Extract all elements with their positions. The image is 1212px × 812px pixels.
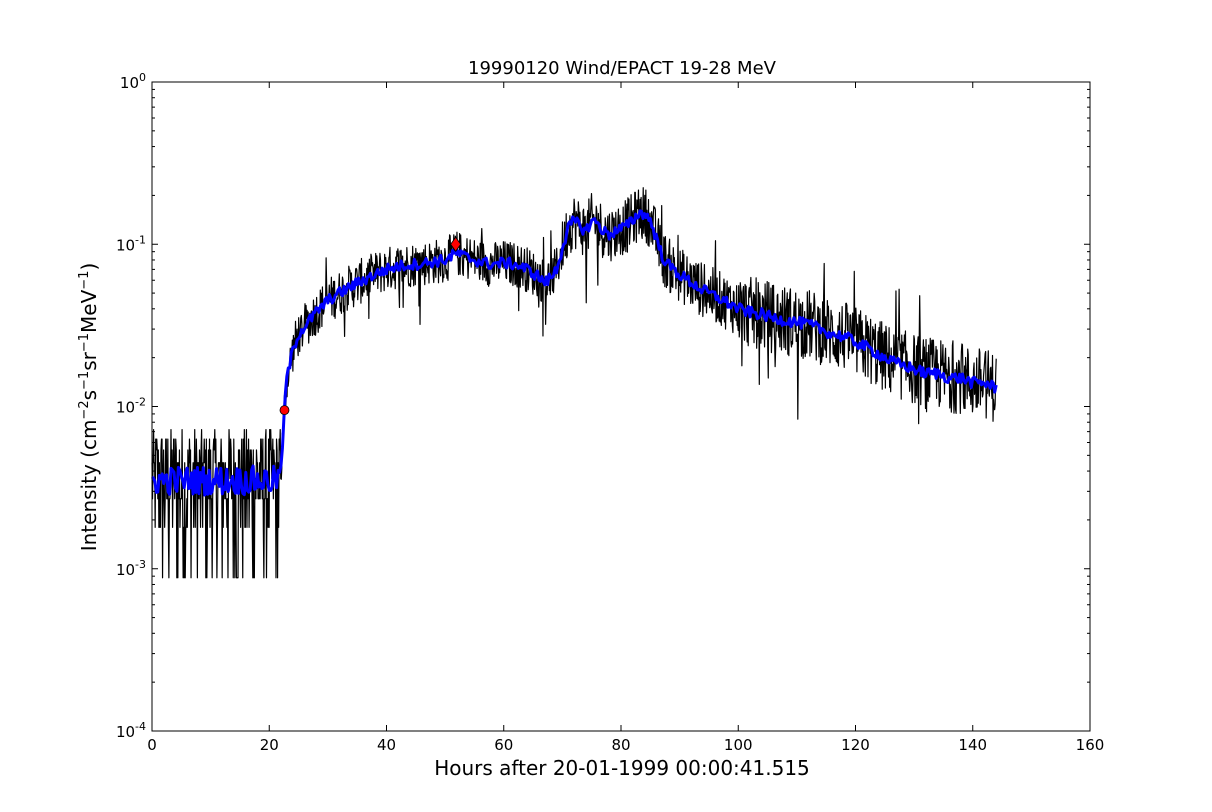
series-raw-line (151, 187, 997, 579)
y-axis-title-part: Intensity (cm (77, 420, 101, 552)
x-tick-label: 100 (724, 736, 753, 754)
y-axis-title-part: MeV (77, 289, 101, 333)
y-axis-title-exp: −1 (77, 271, 92, 290)
y-tick-label: 10-4 (116, 720, 146, 741)
y-tick-label: 10-2 (116, 396, 146, 417)
y-tick-label: 100 (120, 71, 146, 92)
x-tick-label: 80 (611, 736, 630, 754)
y-axis-title-exp: −1 (77, 371, 92, 390)
y-axis-title-part: s (77, 390, 101, 400)
onset-marker (279, 405, 290, 416)
x-tick-label: 160 (1076, 736, 1105, 754)
peak-marker (450, 236, 462, 252)
series-smoothed-line (151, 209, 998, 497)
y-axis-title-part: sr (77, 351, 101, 370)
x-tick-label: 0 (147, 736, 157, 754)
x-tick-label: 20 (260, 736, 279, 754)
x-axis-title: Hours after 20-01-1999 00:00:41.515 (434, 756, 810, 780)
y-axis-title-part: ) (77, 263, 101, 271)
y-tick-label: 10-3 (116, 558, 146, 579)
y-tick-label: 10-1 (116, 233, 146, 254)
x-axis: 0 20 40 60 80 100 120 140 160 (147, 82, 1104, 754)
x-tick-label: 140 (958, 736, 987, 754)
data-layer (151, 187, 998, 579)
y-axis-title-exp: −2 (77, 400, 92, 419)
chart-title: 19990120 Wind/EPACT 19-28 MeV (468, 58, 777, 79)
y-axis: 10-4 10-3 10-2 10-1 100 (116, 71, 1090, 741)
x-tick-label: 120 (841, 736, 870, 754)
x-tick-label: 60 (494, 736, 513, 754)
x-tick-label: 40 (377, 736, 396, 754)
y-axis-title-exp: −1 (77, 333, 92, 352)
y-axis-title: Intensity (cm−2s−1sr−1MeV−1) (77, 263, 101, 552)
